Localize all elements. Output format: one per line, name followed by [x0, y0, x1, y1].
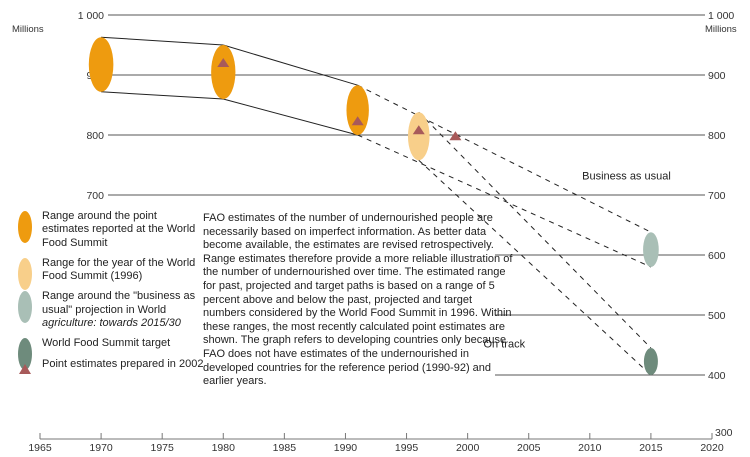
range-ellipse-wfs-1970 [88, 37, 114, 92]
y-tick-label-right: 600 [708, 250, 726, 262]
gridlines [108, 14, 705, 376]
range-ellipse-wfs1996-1996 [407, 112, 430, 161]
legend-item-wfs-1996: Range for the year of the World Food Sum… [14, 256, 204, 290]
legend: Range around the point estimates reporte… [14, 210, 204, 378]
range-ellipse-bau-2015 [643, 232, 659, 267]
range-ellipse-wfs-1991 [346, 85, 369, 135]
y-tick-label-right: 700 [708, 190, 726, 202]
y-tick-label-left: 800 [86, 130, 104, 142]
x-tick-label: 2000 [456, 442, 480, 454]
y-tick-label-left: 700 [86, 190, 104, 202]
range-ellipse-target-2015 [643, 348, 658, 375]
annotations: Business as usual On track [484, 170, 671, 350]
range-connectors [101, 36, 652, 376]
connector-lower [223, 98, 358, 136]
y-unit-label-right: Millions [705, 24, 737, 35]
legend-label: Range for the year of the World Food Sum… [42, 256, 196, 283]
light-orange-ellipse-icon [18, 257, 32, 290]
legend-label: World Food Summit target [42, 337, 171, 350]
connector-upper [101, 36, 224, 46]
y-tick-label-right: 800 [708, 130, 726, 142]
connector-upper [223, 44, 358, 86]
connector-upper [357, 84, 652, 233]
annotation-on-track: On track [484, 338, 526, 350]
dark-green-ellipse-icon [18, 338, 32, 371]
point-estimate-triangle-1991 [351, 116, 364, 126]
triangle-icon [19, 363, 31, 374]
x-tick-label: 1975 [151, 442, 175, 454]
point-estimate-triangle-1996 [412, 125, 425, 135]
legend-item-wfs-range: Range around the point estimates reporte… [14, 210, 204, 250]
legend-item-wfs-target: World Food Summit target [14, 337, 204, 371]
point-estimate-triangle-1999 [449, 131, 462, 141]
legend-label: Range around the point estimates reporte… [42, 210, 196, 249]
x-tick-label: 1995 [395, 442, 419, 454]
explanatory-note: FAO estimates of the number of undernour… [203, 212, 513, 388]
legend-item-business-as-usual: Range around the "business as usual" pro… [14, 290, 204, 330]
y-tick-label-right: 900 [708, 70, 726, 82]
x-tick-label: 2015 [639, 442, 663, 454]
connector-lower [418, 159, 652, 376]
legend-item-point-estimates: Point estimates prepared in 2002 [14, 357, 204, 374]
y-tick-label-right: 500 [708, 310, 726, 322]
x-tick-label: 1990 [334, 442, 358, 454]
x-tick-label: 1970 [89, 442, 113, 454]
point-estimates [217, 58, 462, 141]
x-tick-label: 1980 [212, 442, 236, 454]
grey-green-ellipse-icon [18, 291, 32, 324]
range-ellipse-wfs-1980 [211, 45, 236, 99]
y-tick-label-left: 1 000 [78, 10, 104, 22]
connector-lower [357, 134, 652, 268]
y-tick-label-right: 300 [715, 427, 733, 439]
y-tick-label-right: 1 000 [708, 10, 734, 22]
x-tick-label: 2005 [517, 442, 541, 454]
legend-label: Range around the "business as usual" pro… [42, 290, 196, 316]
range-ellipses [88, 37, 659, 375]
x-axis: 1965 1970 1975 1980 1985 1990 1995 2000 2005 2010… [28, 433, 724, 454]
y-tick-label-right: 400 [708, 370, 726, 382]
legend-label: Point estimates prepared in 2002 [42, 357, 204, 370]
y-unit-label-left: Millions [12, 24, 44, 35]
annotation-business-as-usual: Business as usual [582, 170, 671, 182]
x-tick-label: 1985 [273, 442, 297, 454]
x-tick-label: 2020 [700, 442, 724, 454]
x-tick-label: 1965 [28, 442, 52, 454]
orange-ellipse-icon [18, 211, 32, 243]
connector-lower [101, 91, 224, 100]
point-estimate-triangle-1980 [217, 58, 230, 67]
x-tick-label: 2010 [578, 442, 602, 454]
legend-label-italic: agriculture: towards 2015/30 [42, 317, 181, 330]
